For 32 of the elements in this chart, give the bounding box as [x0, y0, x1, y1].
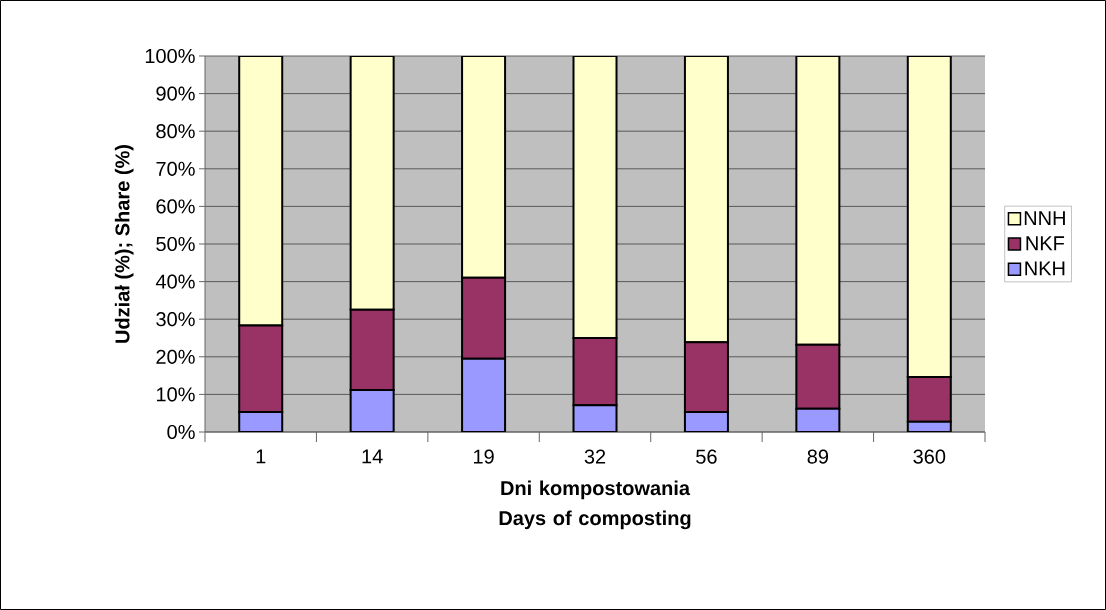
y-tick-label: 90%: [156, 86, 195, 101]
x-tick-label: 360: [913, 449, 946, 464]
legend-label: NKF: [1026, 236, 1065, 251]
y-tick-label: 40%: [155, 274, 195, 289]
x-tick-label: 89: [807, 449, 829, 464]
y-tick-label: 100%: [145, 48, 195, 64]
bar: [906, 56, 952, 379]
y-tick-label: 80%: [156, 124, 195, 139]
y-tick-label: 20%: [156, 349, 195, 364]
bar: [461, 56, 507, 279]
x-tick-label: 56: [696, 449, 717, 464]
legend-label: NKH: [1025, 261, 1065, 276]
y-tick-label: 0%: [167, 424, 195, 440]
bar: [349, 388, 395, 432]
y-tick-label: 30%: [156, 312, 195, 327]
x-axis-title: Dni kompostowania Days of composting: [499, 480, 691, 530]
x-tick-label: 14: [362, 449, 383, 464]
y-axis-title: Udział (%); Share (%): [114, 145, 134, 343]
y-tick-label: 10%: [156, 387, 195, 402]
y-tick-label: 50%: [156, 236, 195, 252]
y-tick-label: 70%: [156, 161, 195, 176]
x-tick-label: 19: [473, 449, 494, 464]
bar: [238, 56, 284, 327]
legend-label: NNH: [1024, 211, 1065, 225]
bar: [795, 56, 841, 346]
y-tick-label: 60%: [156, 199, 195, 214]
bar: [572, 56, 618, 339]
bar: [683, 56, 729, 344]
bar: [461, 357, 507, 432]
bar: [349, 56, 395, 311]
x-tick-label: 1: [256, 449, 266, 464]
x-tick-label: 32: [584, 449, 606, 464]
